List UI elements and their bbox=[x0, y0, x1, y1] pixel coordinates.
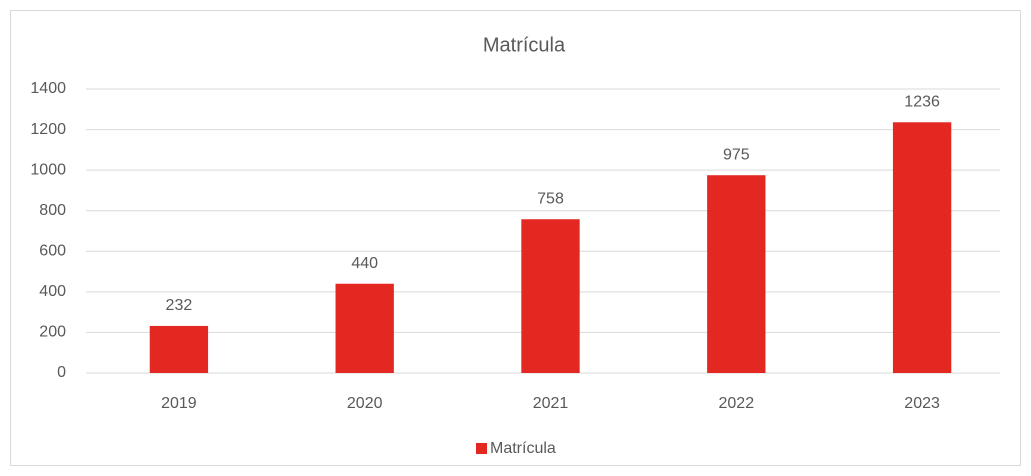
data-label: 975 bbox=[723, 146, 750, 163]
chart-title: Matrícula bbox=[483, 34, 566, 56]
x-tick-label: 2023 bbox=[904, 395, 940, 412]
x-tick-label: 2020 bbox=[347, 395, 383, 412]
bar bbox=[521, 219, 580, 373]
chart-border bbox=[10, 10, 1021, 466]
legend-label: Matrícula bbox=[490, 440, 556, 457]
data-label: 440 bbox=[351, 255, 378, 272]
y-tick-label: 1200 bbox=[30, 121, 66, 138]
y-tick-label: 600 bbox=[39, 243, 66, 260]
data-label: 232 bbox=[166, 297, 193, 314]
y-tick-label: 400 bbox=[39, 283, 66, 300]
x-tick-label: 2022 bbox=[719, 395, 755, 412]
x-tick-label: 2021 bbox=[533, 395, 569, 412]
bar bbox=[707, 175, 766, 373]
y-tick-label: 800 bbox=[39, 202, 66, 219]
y-tick-label: 1000 bbox=[30, 161, 66, 178]
bar bbox=[149, 325, 209, 373]
y-tick-label: 1400 bbox=[30, 80, 66, 97]
y-tick-label: 0 bbox=[57, 364, 66, 381]
x-tick-label: 2019 bbox=[161, 395, 197, 412]
bar bbox=[335, 283, 394, 373]
legend-swatch bbox=[476, 443, 487, 454]
y-tick-label: 200 bbox=[39, 324, 66, 341]
bar bbox=[892, 122, 952, 373]
data-label: 758 bbox=[537, 190, 564, 207]
data-label: 1236 bbox=[904, 93, 940, 110]
